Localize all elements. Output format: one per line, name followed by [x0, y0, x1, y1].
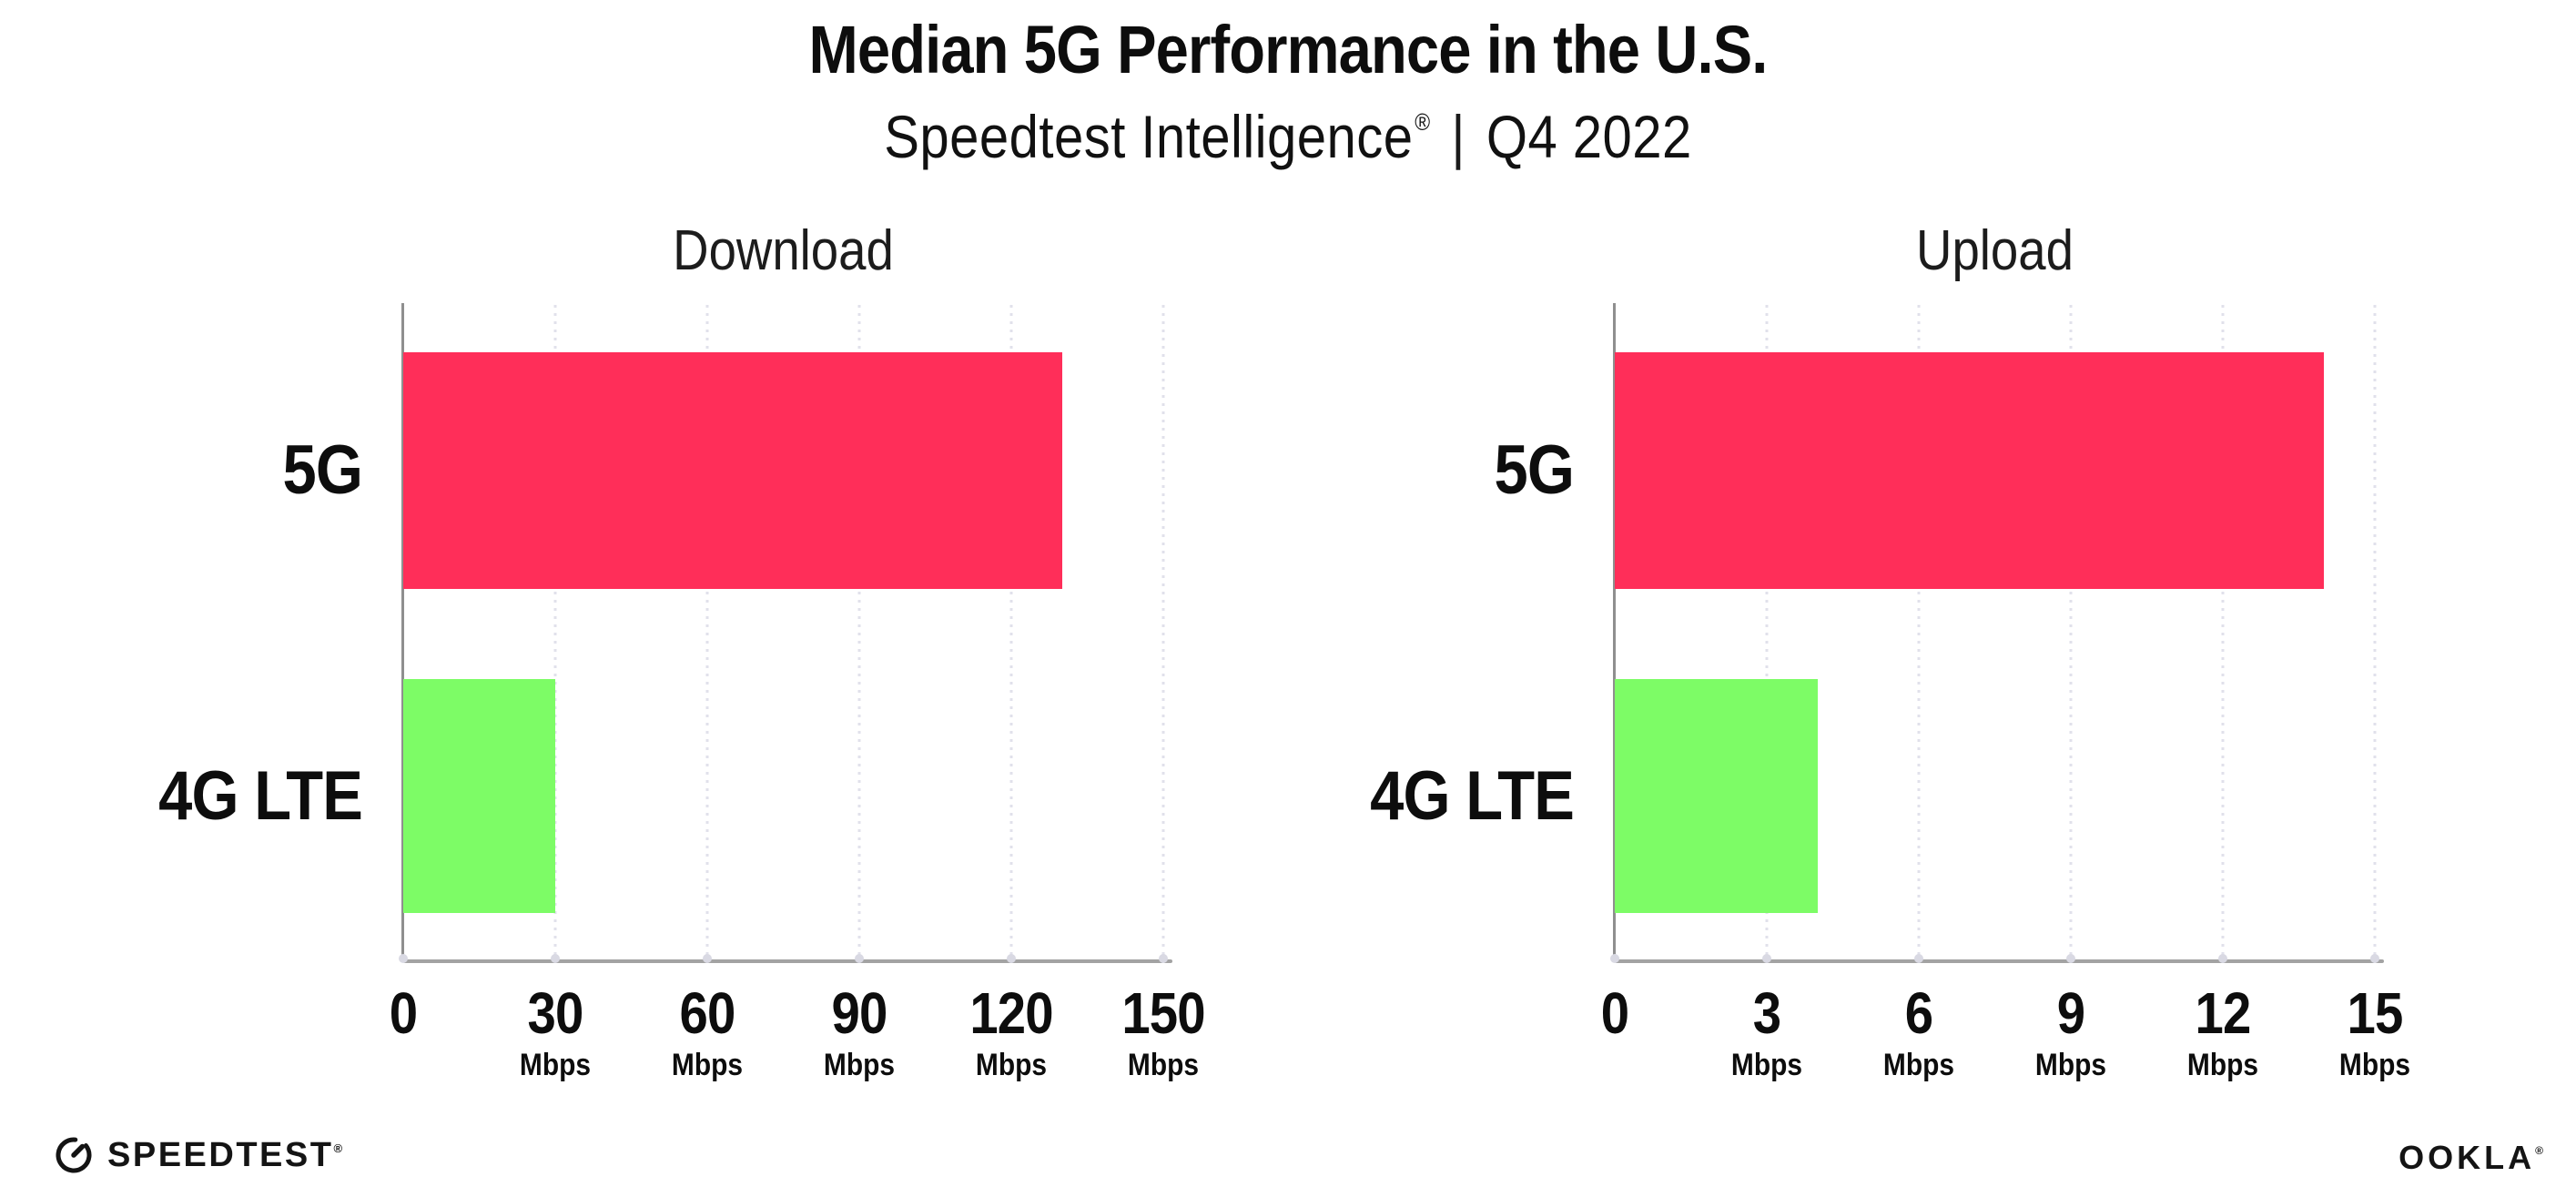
- gridline: [857, 305, 861, 959]
- bar-5g: [1615, 352, 2325, 589]
- x-tick-unit: Mbps: [519, 1048, 592, 1083]
- gridline: [705, 305, 709, 959]
- chart-download: Download 5G 4G LTE 0 30 Mbps 60 Mbps 90 Mbps 120…: [158, 218, 1206, 1129]
- x-axis-ticks: 0 3 Mbps 6 Mbps 9 Mbps 12 Mbps 15 Mbps: [1601, 980, 2410, 1129]
- plot-area: [1610, 303, 2379, 963]
- axis-tick-dot: [399, 954, 408, 963]
- x-tick-label: 0: [388, 980, 420, 1046]
- speedtest-wordmark: SPEEDTEST®: [107, 1136, 343, 1174]
- x-tick-unit: Mbps: [1882, 1048, 1955, 1083]
- category-label-4g-lte: 4G LTE: [1370, 756, 1575, 835]
- page-subtitle: Speedtest Intelligence® | Q4 2022: [155, 102, 2421, 171]
- category-label-5g: 5G: [282, 431, 363, 509]
- subtitle-separator: |: [1451, 103, 1465, 170]
- axis-tick-dot: [551, 954, 560, 963]
- gridline: [2373, 305, 2377, 959]
- speedtest-logo: SPEEDTEST®: [53, 1134, 342, 1176]
- gridline: [1917, 305, 1921, 959]
- axis-tick-dot: [703, 954, 712, 963]
- x-tick-value: 6: [1904, 980, 1933, 1046]
- plot-area: [399, 303, 1168, 963]
- x-tick-value: 12: [2195, 980, 2252, 1046]
- registered-mark: ®: [2535, 1144, 2543, 1157]
- axis-tick-dot: [1159, 954, 1168, 963]
- x-tick-label: 3 Mbps: [1727, 980, 1808, 1083]
- x-tick-label: 120 Mbps: [964, 980, 1059, 1083]
- category-label-5g: 5G: [1494, 431, 1575, 509]
- x-tick-label: 9 Mbps: [2031, 980, 2112, 1083]
- x-tick-label: 90 Mbps: [819, 980, 900, 1083]
- gridline: [1009, 305, 1013, 959]
- x-tick-value: 0: [389, 980, 418, 1046]
- subtitle-brand: Speedtest Intelligence: [884, 103, 1414, 170]
- axis-tick-dot: [2218, 954, 2227, 963]
- x-tick-unit: Mbps: [1127, 1048, 1200, 1083]
- axis-tick-dot: [1007, 954, 1016, 963]
- chart-title: Download: [673, 219, 894, 282]
- gauge-icon: [56, 1137, 92, 1173]
- x-tick-value: 15: [2347, 980, 2404, 1046]
- gridline: [553, 305, 557, 959]
- x-tick-label: 0: [1599, 980, 1631, 1046]
- gridline: [2221, 305, 2225, 959]
- axis-tick-dot: [2370, 954, 2379, 963]
- x-tick-label: 6 Mbps: [1879, 980, 1960, 1083]
- x-tick-value: 30: [527, 980, 584, 1046]
- x-axis-line: [403, 959, 1172, 963]
- bar-4g-lte: [1615, 679, 1818, 913]
- x-tick-unit: Mbps: [823, 1048, 896, 1083]
- registered-mark: ®: [333, 1141, 343, 1155]
- x-tick-value: 90: [831, 980, 888, 1046]
- x-tick-label: 15 Mbps: [2335, 980, 2416, 1083]
- bar-4g-lte: [403, 679, 555, 913]
- chart-title: Upload: [1916, 219, 2074, 282]
- x-tick-value: 0: [1600, 980, 1629, 1046]
- axis-tick-dot: [1762, 954, 1771, 963]
- x-tick-value: 120: [969, 980, 1053, 1046]
- x-axis-line: [1615, 959, 2384, 963]
- axis-tick-dot: [855, 954, 864, 963]
- y-axis-line: [401, 303, 404, 961]
- x-tick-label: 12 Mbps: [2183, 980, 2264, 1083]
- ookla-wordmark: OOKLA®: [2399, 1139, 2543, 1176]
- category-label-4g-lte: 4G LTE: [158, 756, 363, 835]
- y-axis-line: [1613, 303, 1616, 961]
- x-tick-label: 150 Mbps: [1116, 980, 1211, 1083]
- x-axis-ticks: 0 30 Mbps 60 Mbps 90 Mbps 120 Mbps 150 Mbps: [390, 980, 1206, 1129]
- axis-tick-dot: [1610, 954, 1619, 963]
- x-tick-label: 30 Mbps: [515, 980, 596, 1083]
- gridline: [1765, 305, 1769, 959]
- x-tick-unit: Mbps: [1730, 1048, 1803, 1083]
- x-tick-value: 60: [679, 980, 736, 1046]
- axis-tick-dot: [2066, 954, 2075, 963]
- subtitle-period: Q4 2022: [1486, 103, 1692, 170]
- bar-5g: [403, 352, 1062, 589]
- x-tick-label: 60 Mbps: [667, 980, 748, 1083]
- category-labels: 5G 4G LTE: [1178, 305, 1575, 959]
- gridline: [1161, 305, 1165, 959]
- registered-mark: ®: [1415, 108, 1431, 136]
- x-tick-value: 9: [2056, 980, 2085, 1046]
- x-tick-unit: Mbps: [2034, 1048, 2107, 1083]
- page-title: Median 5G Performance in the U.S.: [808, 12, 1769, 87]
- x-tick-value: 3: [1752, 980, 1781, 1046]
- axis-tick-dot: [1914, 954, 1923, 963]
- x-tick-unit: Mbps: [975, 1048, 1048, 1083]
- gridline: [2069, 305, 2073, 959]
- category-labels: 5G 4G LTE: [0, 305, 363, 959]
- chart-upload: Upload 5G 4G LTE 0 3 Mbps 6 Mbps 9 Mbps 12 Mbps 15…: [1370, 218, 2410, 1129]
- x-tick-unit: Mbps: [2186, 1048, 2259, 1083]
- x-tick-value: 150: [1121, 980, 1205, 1046]
- x-tick-unit: Mbps: [671, 1048, 744, 1083]
- x-tick-unit: Mbps: [2338, 1048, 2411, 1083]
